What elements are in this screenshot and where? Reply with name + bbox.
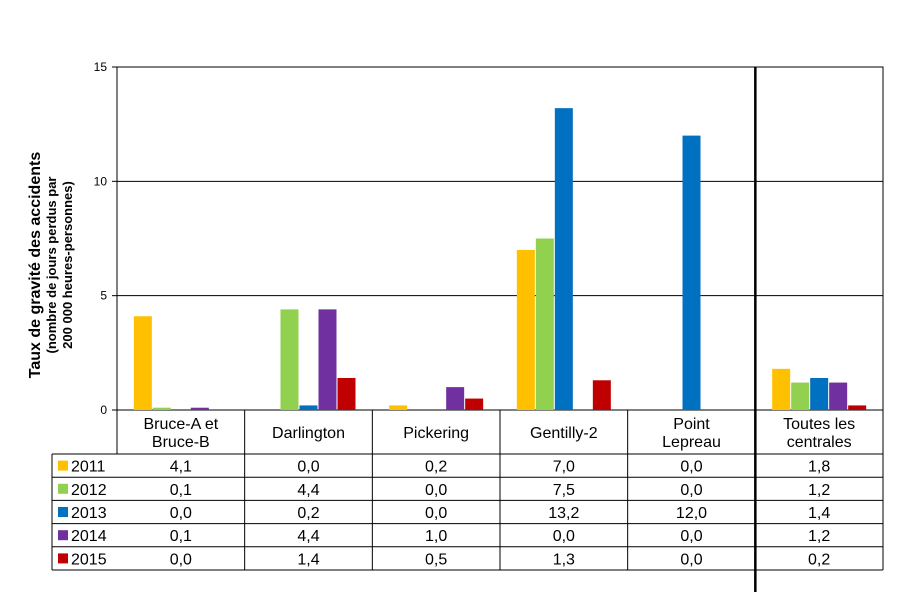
y-axis-label-line2: (nombre de jours perdus par <box>44 177 59 354</box>
category-label-4: Lepreau <box>662 434 721 451</box>
cell-2011-2: 0,2 <box>425 459 447 476</box>
bar-2014-2 <box>446 387 465 410</box>
cell-2013-3: 13,2 <box>548 505 579 522</box>
y-axis-label-line1: Taux de gravité des accidents <box>27 152 44 379</box>
category-label-2: Pickering <box>403 425 469 442</box>
bar-2012-3 <box>535 238 554 410</box>
cell-2013-2: 0,0 <box>425 505 447 522</box>
cell-2011-4: 0,0 <box>680 459 702 476</box>
y-tick-label: 5 <box>100 289 107 303</box>
bar-2012-0 <box>152 407 171 410</box>
cell-2013-0: 0,0 <box>170 505 192 522</box>
bar-2012-5 <box>791 382 810 410</box>
bar-2013-5 <box>810 377 829 410</box>
cell-2012-0: 0,1 <box>170 482 192 499</box>
bar-2011-5 <box>772 368 791 410</box>
bar-2012-1 <box>280 309 299 410</box>
legend-label-2012: 2012 <box>71 482 107 499</box>
y-axis-label: Taux de gravité des accidents (nombre de… <box>27 152 75 379</box>
legend-swatch-2012 <box>58 483 68 494</box>
category-label-4: Point <box>673 416 710 433</box>
cell-2011-5: 1,8 <box>808 459 830 476</box>
category-label-5: Toutes les <box>783 416 855 433</box>
category-label-0: Bruce-B <box>152 434 210 451</box>
cell-2014-4: 0,0 <box>680 528 702 545</box>
plot-frame <box>116 66 884 411</box>
cell-2012-5: 1,2 <box>808 482 830 499</box>
bar-2014-1 <box>318 309 337 410</box>
bar-2015-2 <box>465 398 484 410</box>
cell-2011-3: 7,0 <box>553 459 575 476</box>
bar-2011-2 <box>389 405 408 410</box>
legend-swatch-2015 <box>58 553 68 564</box>
cell-2011-1: 0,0 <box>297 459 319 476</box>
y-tick-labels: 0 5 10 15 <box>94 60 108 417</box>
cell-2015-0: 0,0 <box>170 551 192 568</box>
legend-label-2014: 2014 <box>71 528 107 545</box>
cell-2012-2: 0,0 <box>425 482 447 499</box>
legend-swatch-2013 <box>58 507 68 517</box>
bar-2014-0 <box>190 407 209 410</box>
category-label-1: Darlington <box>272 425 345 442</box>
category-label-0: Bruce-A et <box>143 416 218 433</box>
cell-2014-2: 1,0 <box>425 528 447 545</box>
bars <box>133 108 867 410</box>
cell-2015-3: 1,3 <box>553 551 575 568</box>
cell-2015-5: 0,2 <box>808 551 830 568</box>
bar-2015-1 <box>337 377 356 410</box>
legend-label-2015: 2015 <box>71 551 107 568</box>
cell-2014-0: 0,1 <box>170 528 192 545</box>
legend-label-2011: 2011 <box>71 459 106 476</box>
bar-2011-3 <box>516 249 535 410</box>
bar-2013-1 <box>299 405 318 410</box>
cell-2012-1: 4,4 <box>297 482 319 499</box>
legend-label-2013: 2013 <box>71 505 107 522</box>
cell-2012-3: 7,5 <box>553 482 575 499</box>
cell-2014-1: 4,4 <box>297 528 319 545</box>
cell-2015-4: 0,0 <box>680 551 702 568</box>
bar-2015-5 <box>848 405 867 410</box>
category-label-5: centrales <box>787 434 852 451</box>
cell-2013-4: 12,0 <box>676 505 707 522</box>
cell-2014-5: 1,2 <box>808 528 830 545</box>
cell-2013-5: 1,4 <box>808 505 830 522</box>
bar-2011-0 <box>133 316 152 410</box>
cell-2015-2: 0,5 <box>425 551 447 568</box>
cell-2015-1: 1,4 <box>297 551 319 568</box>
category-label-3: Gentilly-2 <box>530 425 598 442</box>
legend-swatch-2011 <box>58 460 68 471</box>
gridlines <box>112 66 884 411</box>
y-tick-label: 0 <box>100 403 107 417</box>
bar-2015-3 <box>592 380 611 410</box>
cell-2012-4: 0,0 <box>680 482 702 499</box>
cell-2011-0: 4,1 <box>170 459 192 476</box>
cell-2014-3: 0,0 <box>553 528 575 545</box>
bar-2014-5 <box>829 382 848 410</box>
y-tick-label: 10 <box>94 174 108 188</box>
legend-swatch-2014 <box>58 530 68 541</box>
y-tick-label: 15 <box>94 60 108 74</box>
bar-2013-3 <box>554 108 573 410</box>
cell-2013-1: 0,2 <box>297 505 319 522</box>
bar-2013-4 <box>682 135 701 410</box>
y-axis-label-line3: 200 000 heures-personnes) <box>60 181 75 349</box>
